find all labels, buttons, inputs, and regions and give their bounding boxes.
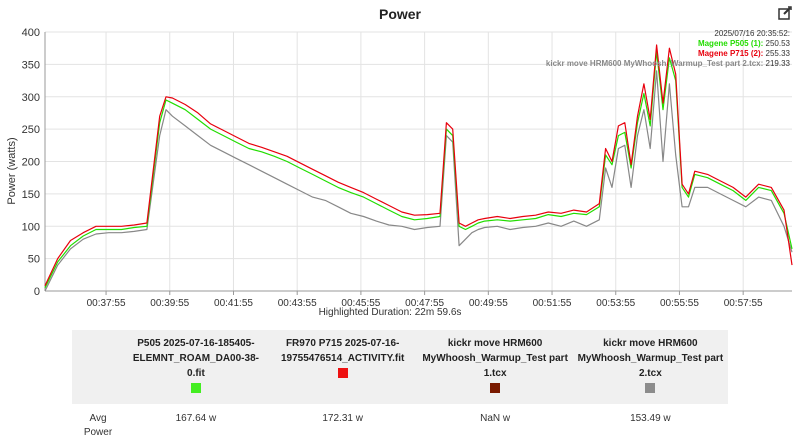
tooltip-series-value: 255.33 xyxy=(765,49,790,58)
y-tick-label: 50 xyxy=(28,254,40,266)
table-row: Avg Power 167.64 w 172.31 w NaN w 153.49… xyxy=(72,404,728,448)
tooltip-row: Magene P715 (2): 255.33 xyxy=(546,49,790,59)
tooltip-series-value: 219.33 xyxy=(765,59,790,68)
x-axis: 00:37:55 00:39:55 00:41:55 00:43:55 00:45:55… xyxy=(45,290,792,306)
table-cell: 153.49 w xyxy=(630,413,671,424)
x-tick-label: 00:43:55 xyxy=(278,298,317,306)
column-title: kickr move HRM600 MyWhoosh_Warmup_Test p… xyxy=(577,338,724,379)
summary-table: P505 2025-07-16-185405-ELEMNT_ROAM_DA00-… xyxy=(72,330,728,448)
y-tick-label: 100 xyxy=(22,221,40,233)
tooltip-timestamp: 2025/07/16 20:35:52: xyxy=(714,29,790,38)
table-cell: NaN w xyxy=(480,413,511,424)
table-corner xyxy=(72,330,124,404)
table-cell: 167.64 w xyxy=(175,413,217,424)
y-tick-label: 150 xyxy=(22,189,40,201)
x-tick-label: 00:57:55 xyxy=(724,298,763,306)
hover-tooltip: 2025/07/16 20:35:52: Magene P505 (1): 25… xyxy=(546,29,790,69)
x-tick-label: 00:39:55 xyxy=(150,298,189,306)
x-tick-label: 00:49:55 xyxy=(469,298,508,306)
table-column-header: kickr move HRM600 MyWhoosh_Warmup_Test p… xyxy=(572,330,728,404)
tooltip-series-name: kickr move HRM600 MyWhoosh_Warmup_Test p… xyxy=(545,59,764,68)
series-line[interactable] xyxy=(44,70,793,292)
x-tick-label: 00:37:55 xyxy=(87,298,126,306)
y-axis: 0 50 100 150 200 250 300 350 400 xyxy=(22,27,46,298)
x-tick-label: 00:47:55 xyxy=(405,298,444,306)
x-tick-label: 00:41:55 xyxy=(214,298,253,306)
y-tick-label: 0 xyxy=(34,286,40,298)
column-title: kickr move HRM600 MyWhoosh_Warmup_Test p… xyxy=(422,338,568,379)
table-column-header: P505 2025-07-16-185405-ELEMNT_ROAM_DA00-… xyxy=(124,330,268,404)
tooltip-series-value: 250.53 xyxy=(765,39,790,48)
tooltip-series-name: Magene P715 (2): xyxy=(697,49,764,58)
series-color-swatch[interactable] xyxy=(337,368,348,378)
x-tick-label: 00:55:55 xyxy=(660,298,699,306)
series-lines[interactable] xyxy=(44,44,793,292)
row-label: Avg Power xyxy=(83,413,113,438)
x-tick-label: 00:53:55 xyxy=(596,298,635,306)
y-tick-label: 300 xyxy=(22,92,40,104)
edit-icon[interactable] xyxy=(778,6,792,20)
tooltip-row: kickr move HRM600 MyWhoosh_Warmup_Test p… xyxy=(546,59,790,69)
series-color-swatch[interactable] xyxy=(190,383,201,393)
x-tick-label: 00:51:55 xyxy=(533,298,572,306)
table-cell: 172.31 w xyxy=(322,413,363,424)
tooltip-row: Magene P505 (1): 250.53 xyxy=(546,39,790,49)
y-tick-label: 350 xyxy=(22,59,40,71)
series-line[interactable] xyxy=(44,50,793,289)
chart-title: Power xyxy=(378,6,421,22)
x-tick-label: 00:45:55 xyxy=(341,298,380,306)
series-line[interactable] xyxy=(44,44,793,287)
y-axis-label: Power (watts) xyxy=(6,137,18,204)
highlighted-duration: Highlighted Duration: 22m 59.6s xyxy=(318,307,462,318)
table-column-header: FR970 P715 2025-07-16-19755476514_ACTIVI… xyxy=(267,330,418,404)
y-tick-label: 250 xyxy=(22,124,40,136)
power-chart[interactable]: 0 50 100 150 200 250 300 350 400 00:37:55 00:39:5… xyxy=(0,24,800,306)
series-color-swatch[interactable] xyxy=(645,383,656,393)
series-color-swatch[interactable] xyxy=(490,383,501,393)
table-header-row: P505 2025-07-16-185405-ELEMNT_ROAM_DA00-… xyxy=(72,330,728,404)
column-title: P505 2025-07-16-185405-ELEMNT_ROAM_DA00-… xyxy=(132,338,259,379)
column-title: FR970 P715 2025-07-16-19755476514_ACTIVI… xyxy=(280,338,405,364)
y-tick-label: 400 xyxy=(22,27,40,39)
tooltip-series-name: Magene P505 (1): xyxy=(697,39,764,48)
table-column-header: kickr move HRM600 MyWhoosh_Warmup_Test p… xyxy=(417,330,573,404)
y-tick-label: 200 xyxy=(22,157,40,169)
